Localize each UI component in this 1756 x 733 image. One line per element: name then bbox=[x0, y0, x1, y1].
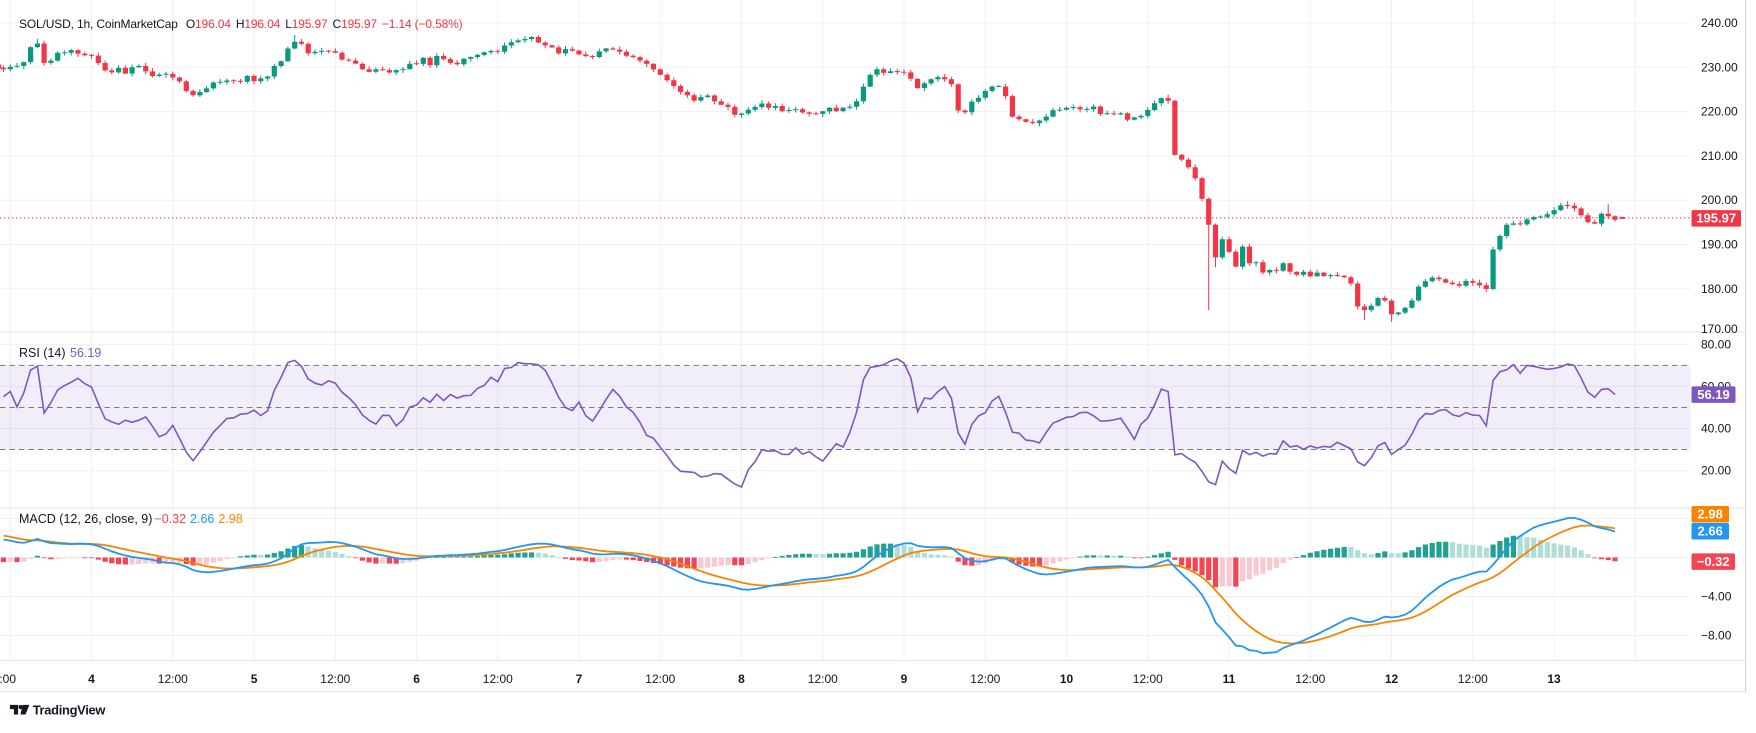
svg-text:7: 7 bbox=[576, 672, 583, 686]
svg-text:13: 13 bbox=[1547, 672, 1561, 686]
svg-text:170.00: 170.00 bbox=[1701, 322, 1738, 336]
svg-text:5: 5 bbox=[251, 672, 258, 686]
svg-text:230.00: 230.00 bbox=[1701, 60, 1738, 74]
svg-text:6: 6 bbox=[413, 672, 420, 686]
svg-text:190.00: 190.00 bbox=[1701, 238, 1738, 252]
svg-text:RSI (14) 56.19: RSI (14) 56.19 bbox=[19, 346, 101, 360]
svg-text:−8.00: −8.00 bbox=[1701, 629, 1732, 643]
svg-text:12:00: 12:00 bbox=[970, 672, 1000, 686]
svg-text:12:00: 12:00 bbox=[0, 672, 16, 686]
svg-text:40.00: 40.00 bbox=[1701, 422, 1731, 436]
svg-text:12:00: 12:00 bbox=[320, 672, 350, 686]
svg-text:240.00: 240.00 bbox=[1701, 16, 1738, 30]
svg-text:11: 11 bbox=[1223, 672, 1236, 686]
svg-text:8: 8 bbox=[738, 672, 745, 686]
svg-text:2.98: 2.98 bbox=[1698, 507, 1723, 522]
svg-text:2.66: 2.66 bbox=[1698, 524, 1723, 539]
svg-text:10: 10 bbox=[1060, 672, 1074, 686]
svg-text:210.00: 210.00 bbox=[1701, 149, 1738, 163]
svg-text:200.00: 200.00 bbox=[1701, 193, 1738, 207]
svg-text:56.19: 56.19 bbox=[1697, 387, 1730, 402]
svg-text:220.00: 220.00 bbox=[1701, 105, 1738, 119]
svg-text:12:00: 12:00 bbox=[645, 672, 675, 686]
svg-text:12:00: 12:00 bbox=[808, 672, 838, 686]
svg-text:12:00: 12:00 bbox=[1458, 672, 1488, 686]
svg-text:12: 12 bbox=[1385, 672, 1399, 686]
svg-text:9: 9 bbox=[901, 672, 908, 686]
svg-text:195.97: 195.97 bbox=[1696, 211, 1736, 226]
svg-text:12:00: 12:00 bbox=[1133, 672, 1163, 686]
svg-text:MACD (12, 26, close, 9)−0.322.: MACD (12, 26, close, 9) −0.32 2.66 2.98 bbox=[19, 512, 243, 526]
svg-text:80.00: 80.00 bbox=[1701, 337, 1731, 351]
svg-text:12:00: 12:00 bbox=[483, 672, 513, 686]
svg-text:20.00: 20.00 bbox=[1701, 464, 1731, 478]
svg-text:−4.00: −4.00 bbox=[1701, 590, 1732, 604]
svg-text:−0.32: −0.32 bbox=[1697, 554, 1730, 569]
svg-text:180.00: 180.00 bbox=[1701, 282, 1738, 296]
svg-text:TradingView: TradingView bbox=[33, 703, 107, 718]
svg-text:4: 4 bbox=[88, 672, 95, 686]
svg-text:12:00: 12:00 bbox=[158, 672, 188, 686]
svg-text:12:00: 12:00 bbox=[1295, 672, 1325, 686]
